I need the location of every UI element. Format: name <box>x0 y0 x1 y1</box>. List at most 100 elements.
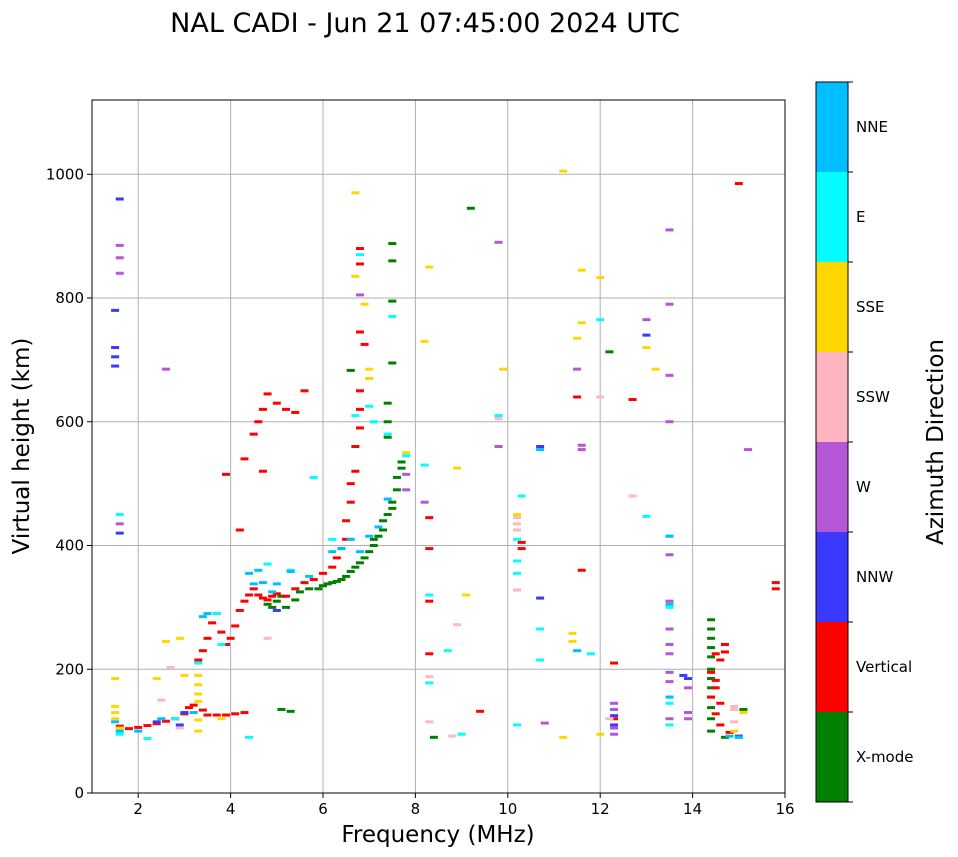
data-point <box>771 587 780 591</box>
data-point <box>642 346 651 349</box>
data-point <box>217 717 226 721</box>
data-point <box>240 711 249 715</box>
data-point <box>577 448 586 452</box>
data-point <box>610 732 619 736</box>
data-point <box>425 675 434 679</box>
data-point <box>425 593 434 597</box>
data-point <box>217 630 226 634</box>
data-point <box>346 500 355 504</box>
data-point <box>152 677 161 681</box>
data-point <box>596 395 605 399</box>
data-point <box>707 695 716 699</box>
data-point <box>397 466 406 470</box>
plot-frame <box>91 99 786 794</box>
data-point <box>379 519 388 523</box>
colorbar-label-x-mode: X-mode <box>856 748 913 766</box>
data-point <box>203 713 212 717</box>
data-point <box>568 631 577 635</box>
data-point <box>388 242 397 246</box>
data-point <box>194 658 203 662</box>
data-point <box>665 717 674 721</box>
colorbar-segment <box>816 532 848 622</box>
data-point <box>258 596 267 600</box>
data-point <box>716 658 725 662</box>
data-point <box>355 426 364 430</box>
data-point <box>573 336 582 340</box>
data-point <box>739 707 748 711</box>
data-point <box>175 636 184 640</box>
data-point <box>328 550 337 554</box>
data-point <box>665 599 674 603</box>
data-point <box>346 537 355 541</box>
x-tick-label: 12 <box>591 800 610 818</box>
data-point <box>536 627 545 631</box>
data-point <box>240 599 249 603</box>
data-point <box>725 730 734 734</box>
data-point <box>739 711 748 715</box>
data-point <box>221 713 230 717</box>
colorbar-segment <box>816 172 848 262</box>
data-point <box>536 596 545 600</box>
data-point <box>231 712 240 716</box>
data-point <box>161 639 170 643</box>
data-point <box>309 578 318 582</box>
data-point <box>152 720 161 724</box>
data-point <box>683 686 692 690</box>
data-point <box>665 643 674 646</box>
data-point <box>683 717 692 721</box>
data-point <box>707 618 716 622</box>
data-point <box>212 612 221 616</box>
data-point <box>383 401 392 405</box>
data-point <box>291 587 300 591</box>
data-point <box>707 646 716 650</box>
data-point <box>452 466 461 470</box>
data-point <box>517 547 526 551</box>
data-point <box>309 475 318 479</box>
colorbar-segment <box>816 442 848 532</box>
data-point <box>198 649 207 653</box>
data-point <box>425 516 434 520</box>
data-point <box>111 717 120 721</box>
data-point <box>263 598 272 602</box>
data-point <box>596 276 605 280</box>
y-tick-label: 600 <box>55 413 84 431</box>
data-point <box>452 623 461 627</box>
y-axis-ticks: 0 200 400 600 800 1000 <box>46 165 92 802</box>
data-point <box>425 652 434 656</box>
data-point <box>342 537 351 541</box>
data-point <box>707 677 716 681</box>
data-point <box>115 531 124 535</box>
data-point <box>351 414 360 418</box>
data-point <box>355 293 364 297</box>
data-point <box>420 500 429 504</box>
data-point <box>517 540 526 544</box>
data-point <box>332 579 341 583</box>
data-point <box>180 711 189 715</box>
colorbar-label-e: E <box>856 208 865 226</box>
data-point <box>536 658 545 662</box>
colorbar-label-w: W <box>856 478 871 496</box>
data-point <box>536 448 545 452</box>
data-point <box>134 725 143 729</box>
data-point <box>420 339 429 343</box>
data-point <box>730 707 739 711</box>
data-point <box>291 598 300 602</box>
data-point <box>365 404 374 408</box>
data-point <box>328 537 337 541</box>
data-point <box>272 599 281 603</box>
data-point <box>577 443 586 447</box>
colorbar-label-nne: NNE <box>856 118 888 136</box>
data-point <box>559 735 568 739</box>
data-point <box>355 407 364 411</box>
data-point <box>134 729 143 733</box>
data-point <box>115 197 124 201</box>
data-point <box>457 732 466 736</box>
data-point <box>319 584 327 588</box>
data-point <box>212 713 221 717</box>
y-axis-label: Virtual height (km) <box>9 338 35 555</box>
data-point <box>734 182 743 186</box>
data-point <box>577 268 586 272</box>
data-point <box>651 367 660 371</box>
data-point <box>240 457 249 461</box>
